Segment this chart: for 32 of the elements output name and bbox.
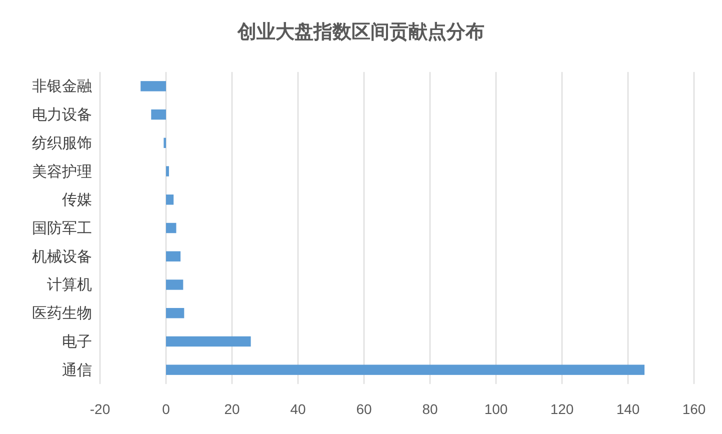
x-tick-label: 40 <box>290 401 306 417</box>
bar <box>166 194 174 205</box>
y-tick-label: 传媒 <box>62 192 92 209</box>
y-tick-label: 电力设备 <box>32 106 92 124</box>
bar <box>151 109 166 120</box>
bar <box>166 364 644 375</box>
y-tick-label: 通信 <box>62 362 92 379</box>
x-tick-label: 0 <box>162 401 170 417</box>
x-tick-label: 100 <box>484 401 508 417</box>
chart-title: 创业大盘指数区间贡献点分布 <box>236 21 484 43</box>
x-tick-label: 80 <box>422 401 438 417</box>
y-tick-label: 非银金融 <box>32 78 92 96</box>
x-tick-label: -20 <box>90 401 110 417</box>
y-tick-label: 计算机 <box>47 276 92 294</box>
bar <box>140 81 166 92</box>
x-tick-label: 20 <box>224 401 240 417</box>
x-tick-label: 120 <box>550 401 574 417</box>
bar <box>166 166 169 176</box>
bar <box>166 308 184 318</box>
bar <box>166 280 184 290</box>
y-tick-label: 国防军工 <box>32 220 92 237</box>
y-tick-label: 纺织服饰 <box>32 134 92 152</box>
bar <box>166 251 181 262</box>
x-tick-label: 160 <box>682 401 706 417</box>
y-tick-label: 机械设备 <box>32 248 92 266</box>
x-tick-label: 60 <box>356 401 372 417</box>
y-tick-label: 电子 <box>62 333 92 350</box>
x-tick-label: 140 <box>616 401 640 417</box>
y-tick-label: 医药生物 <box>32 305 92 322</box>
bar <box>166 336 251 347</box>
y-tick-label: 美容护理 <box>32 163 92 180</box>
bar <box>166 222 176 234</box>
